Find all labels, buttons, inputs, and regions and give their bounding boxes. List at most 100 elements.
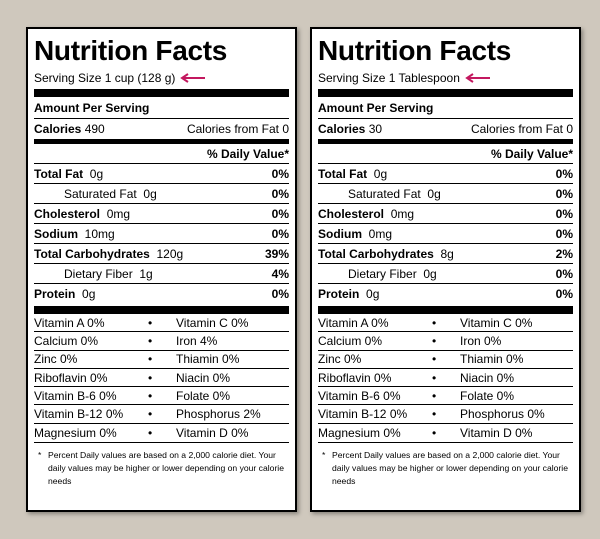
vitamin-row: Magnesium 0% • Vitamin D 0% <box>318 424 573 442</box>
footnote-text: Percent Daily values are based on a 2,00… <box>48 450 284 487</box>
nutrient-name: Sodium 10mg <box>34 224 115 244</box>
nutrient-row: Total Carbohydrates 8g 2% <box>318 244 573 264</box>
nutrient-amount: 8g <box>440 246 454 261</box>
nutrient-percent: 0% <box>271 287 289 301</box>
left-arrow-icon <box>464 73 490 83</box>
bullet: • <box>148 333 153 348</box>
nutrient-name: Cholesterol 0mg <box>318 204 414 224</box>
nutrient-name: Total Carbohydrates 120g <box>34 244 183 264</box>
nutrient-amount: 0g <box>427 186 441 201</box>
nutrient-percent: 0% <box>271 186 289 201</box>
nutrient-row: Total Carbohydrates 120g 39% <box>34 244 289 264</box>
divider-thick <box>34 306 289 314</box>
amount-per-serving-text: Amount Per Serving <box>34 100 150 115</box>
nutrient-row: Total Fat 0g 0% <box>318 164 573 184</box>
nutrient-amount: 0mg <box>390 206 415 221</box>
bullet: • <box>148 425 153 440</box>
nutrient-label: Sodium <box>34 226 78 241</box>
nutrient-percent: 0% <box>271 166 289 181</box>
nutrient-name: Cholesterol 0mg <box>34 204 130 224</box>
nutrient-row: Total Fat 0g 0% <box>34 164 289 184</box>
divider-thick <box>318 89 573 97</box>
nutrient-row: Dietary Fiber 1g 4% <box>34 264 289 284</box>
vitamin-row: Vitamin B-6 0% • Folate 0% <box>318 387 573 406</box>
vitamin-right: Niacin 0% <box>176 370 231 385</box>
vitamin-right: Folate 0% <box>176 388 231 403</box>
calories-from-fat: Calories from Fat 0 <box>186 122 289 136</box>
nutrient-row: Sodium 0mg 0% <box>318 224 573 244</box>
daily-value-header-text: % Daily Value* <box>206 146 289 161</box>
vitamin-left: Zinc 0% <box>34 352 78 367</box>
nutrient-label: Cholesterol <box>318 206 385 221</box>
daily-value-header-text: % Daily Value* <box>490 146 573 161</box>
nutrient-label: Sodium <box>318 226 362 241</box>
bullet: • <box>432 370 437 385</box>
vitamin-right: Iron 0% <box>460 333 502 348</box>
calories-row: Calories 30 Calories from Fat 0 <box>318 119 573 139</box>
vitamin-left: Vitamin B-6 0% <box>318 388 401 403</box>
vitamin-left: Vitamin A 0% <box>318 315 389 330</box>
nutrient-amount: 0g <box>82 287 96 301</box>
vitamin-row: Vitamin B-12 0% • Phosphorus 0% <box>318 405 573 424</box>
vitamin-row: Vitamin A 0% • Vitamin C 0% <box>318 314 573 333</box>
nutrient-row: Sodium 10mg 0% <box>34 224 289 244</box>
vitamin-right: Phosphorus 0% <box>460 407 545 422</box>
nutrient-percent: 0% <box>555 186 573 201</box>
divider-thin <box>318 442 573 444</box>
bullet: • <box>148 352 153 367</box>
vitamin-left: Riboflavin 0% <box>318 370 392 385</box>
bullet: • <box>148 315 153 330</box>
vitamin-left: Vitamin A 0% <box>34 315 105 330</box>
nutrient-label: Total Carbohydrates <box>318 246 434 261</box>
nutrient-label: Total Carbohydrates <box>34 246 150 261</box>
serving-size: Serving Size 1 cup (128 g) <box>34 69 289 87</box>
vitamin-right: Niacin 0% <box>460 370 515 385</box>
nutrient-name: Saturated Fat 0g <box>34 184 157 204</box>
divider-thick <box>318 306 573 314</box>
nutrient-percent: 4% <box>271 266 289 281</box>
calories: Calories 30 <box>318 119 382 139</box>
nutrient-percent: 2% <box>555 246 573 261</box>
nutrient-percent: 39% <box>264 246 289 261</box>
bullet: • <box>432 333 437 348</box>
nutrient-row: Protein 0g 0% <box>34 284 289 304</box>
nutrient-percent: 0% <box>555 166 573 181</box>
footnote-asterisk: * <box>38 450 42 461</box>
vitamin-right: Vitamin C 0% <box>460 315 533 330</box>
vitamin-right: Iron 4% <box>176 333 218 348</box>
label-title: Nutrition Facts <box>34 35 228 66</box>
calories-value: 490 <box>84 122 105 136</box>
bullet: • <box>432 352 437 367</box>
nutrient-percent: 0% <box>555 206 573 221</box>
nutrition-label-right: Nutrition Facts Serving Size 1 Tablespoo… <box>310 27 581 512</box>
nutrient-label: Cholesterol <box>34 206 101 221</box>
nutrient-row: Dietary Fiber 0g 0% <box>318 264 573 284</box>
nutrient-name: Total Fat 0g <box>34 164 103 184</box>
nutrient-name: Total Carbohydrates 8g <box>318 244 454 264</box>
daily-value-header: % Daily Value* <box>318 144 573 164</box>
bullet: • <box>148 370 153 385</box>
nutrient-row: Protein 0g 0% <box>318 284 573 304</box>
vitamins-list: Vitamin A 0% • Vitamin C 0% Calcium 0% • Iro… <box>318 314 573 442</box>
calories-row: Calories 490 Calories from Fat 0 <box>34 119 289 139</box>
vitamin-right: Thiamin 0% <box>460 352 524 367</box>
nutrient-amount: 120g <box>156 246 184 261</box>
nutrient-label: Total Fat <box>318 166 368 181</box>
vitamin-left: Calcium 0% <box>318 333 383 348</box>
nutrient-name: Dietary Fiber 1g <box>34 264 153 284</box>
nutrient-amount: 0g <box>143 186 157 201</box>
vitamin-row: Magnesium 0% • Vitamin D 0% <box>34 424 289 442</box>
vitamin-right: Vitamin D 0% <box>176 425 249 440</box>
footnote-asterisk: * <box>322 450 326 461</box>
nutrient-amount: 0g <box>89 166 104 181</box>
nutrient-amount: 10mg <box>84 226 115 241</box>
vitamin-row: Zinc 0% • Thiamin 0% <box>318 351 573 369</box>
vitamin-row: Vitamin A 0% • Vitamin C 0% <box>34 314 289 333</box>
footnote: * Percent Daily values are based on a 2,… <box>34 449 289 488</box>
nutrient-percent: 0% <box>555 266 573 281</box>
nutrient-amount: 0g <box>373 166 388 181</box>
serving-size: Serving Size 1 Tablespoon <box>318 69 573 87</box>
bullet: • <box>432 315 437 330</box>
daily-value-header: % Daily Value* <box>34 144 289 164</box>
divider-medium <box>318 139 573 144</box>
